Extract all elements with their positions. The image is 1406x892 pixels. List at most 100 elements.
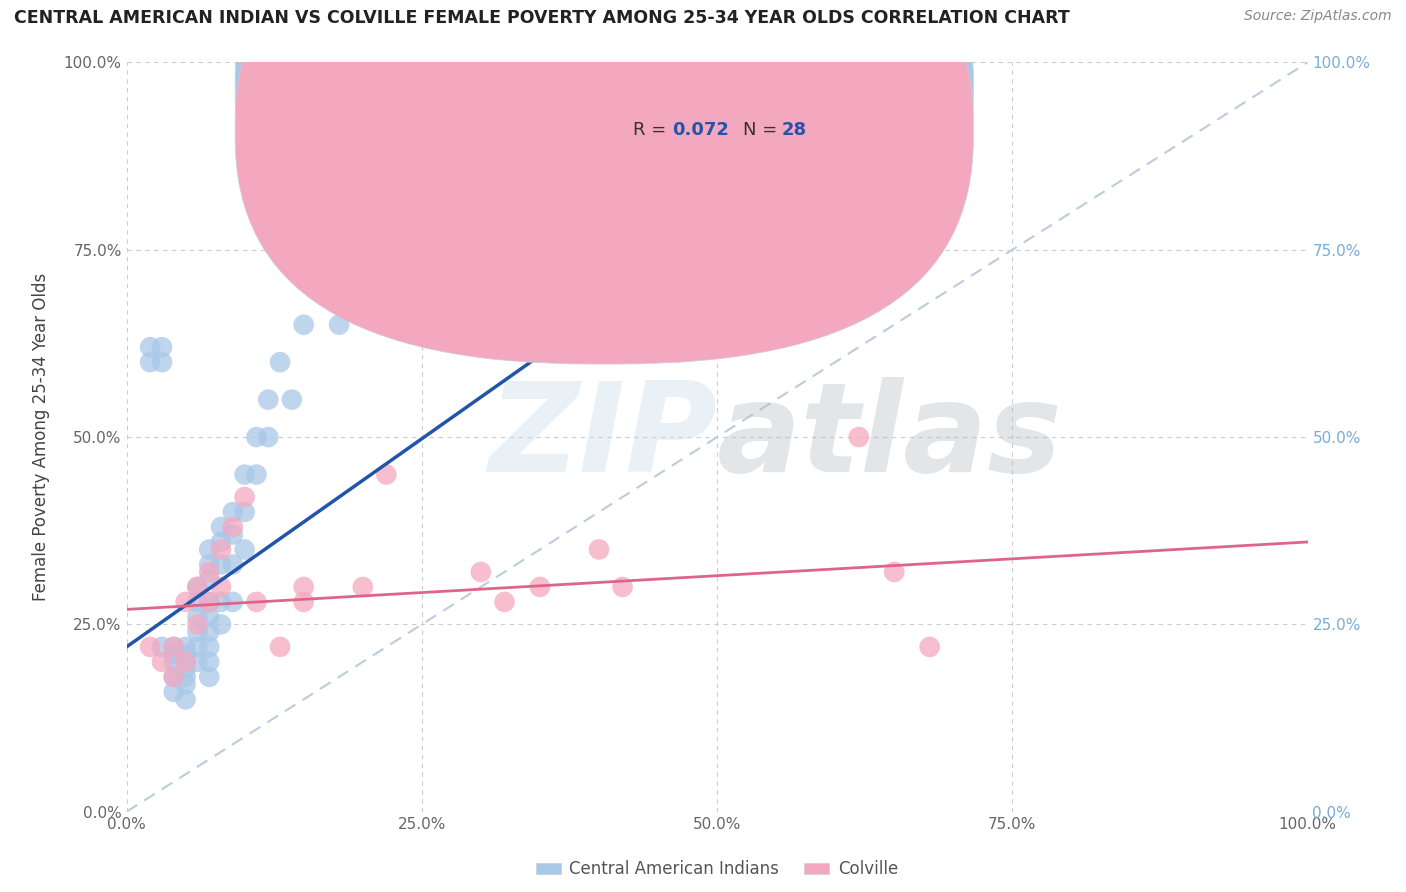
Point — [174, 692, 197, 706]
Point — [174, 655, 197, 669]
Point — [209, 520, 232, 534]
Point — [269, 355, 291, 369]
Point — [198, 595, 221, 609]
Point — [186, 595, 208, 609]
Point — [198, 655, 221, 669]
Point — [174, 662, 197, 676]
Text: CENTRAL AMERICAN INDIAN VS COLVILLE FEMALE POVERTY AMONG 25-34 YEAR OLDS CORRELA: CENTRAL AMERICAN INDIAN VS COLVILLE FEMA… — [14, 9, 1070, 27]
Point — [163, 670, 186, 684]
Point — [150, 355, 173, 369]
Point — [233, 542, 256, 557]
Point — [174, 648, 197, 662]
Point — [375, 295, 398, 310]
Point — [163, 655, 186, 669]
Text: 60: 60 — [782, 79, 807, 97]
FancyBboxPatch shape — [569, 51, 912, 156]
Point — [198, 542, 221, 557]
Point — [139, 640, 162, 654]
Point — [150, 655, 173, 669]
Text: Source: ZipAtlas.com: Source: ZipAtlas.com — [1244, 9, 1392, 23]
Point — [186, 624, 208, 639]
Point — [174, 670, 197, 684]
Point — [222, 595, 245, 609]
Point — [174, 595, 197, 609]
Point — [918, 640, 941, 654]
Point — [375, 467, 398, 482]
Point — [328, 318, 350, 332]
Point — [150, 640, 173, 654]
Y-axis label: Female Poverty Among 25-34 Year Olds: Female Poverty Among 25-34 Year Olds — [32, 273, 49, 601]
Point — [163, 648, 186, 662]
Point — [198, 670, 221, 684]
Point — [269, 640, 291, 654]
Point — [292, 580, 315, 594]
Text: R =: R = — [633, 121, 672, 139]
Point — [163, 670, 186, 684]
Point — [233, 467, 256, 482]
Point — [222, 505, 245, 519]
Point — [494, 265, 516, 279]
Point — [292, 595, 315, 609]
Text: ZIP: ZIP — [488, 376, 717, 498]
Point — [245, 430, 267, 444]
Point — [209, 558, 232, 572]
Point — [352, 580, 374, 594]
Point — [209, 580, 232, 594]
Point — [198, 610, 221, 624]
Point — [257, 430, 280, 444]
Point — [245, 467, 267, 482]
Point — [186, 655, 208, 669]
Point — [198, 624, 221, 639]
Point — [245, 595, 267, 609]
Text: N =: N = — [742, 79, 783, 97]
Legend: Central American Indians, Colville: Central American Indians, Colville — [536, 860, 898, 879]
Point — [848, 430, 870, 444]
Point — [470, 265, 492, 279]
Point — [529, 243, 551, 257]
Point — [494, 595, 516, 609]
Point — [209, 535, 232, 549]
Point — [198, 595, 221, 609]
Point — [233, 490, 256, 504]
Point — [174, 640, 197, 654]
Point — [186, 617, 208, 632]
Point — [257, 392, 280, 407]
Point — [186, 580, 208, 594]
Text: N =: N = — [742, 121, 783, 139]
Point — [163, 640, 186, 654]
Text: R =: R = — [633, 79, 672, 97]
Point — [139, 355, 162, 369]
Text: 28: 28 — [782, 121, 807, 139]
Text: 0.614: 0.614 — [672, 79, 730, 97]
Point — [163, 685, 186, 699]
Point — [883, 565, 905, 579]
Point — [209, 542, 232, 557]
Point — [139, 340, 162, 354]
Text: atlas: atlas — [717, 376, 1063, 498]
Point — [198, 573, 221, 587]
Point — [186, 640, 208, 654]
Point — [163, 640, 186, 654]
Point — [470, 565, 492, 579]
FancyBboxPatch shape — [235, 0, 973, 364]
Text: 0.072: 0.072 — [672, 121, 730, 139]
Point — [174, 677, 197, 691]
Point — [352, 280, 374, 294]
Point — [209, 595, 232, 609]
FancyBboxPatch shape — [235, 0, 973, 323]
Point — [588, 542, 610, 557]
Point — [186, 580, 208, 594]
Point — [434, 280, 457, 294]
Point — [529, 580, 551, 594]
Point — [150, 340, 173, 354]
Point — [198, 558, 221, 572]
Point — [233, 505, 256, 519]
Point — [222, 527, 245, 541]
Point — [198, 565, 221, 579]
Point — [292, 318, 315, 332]
Point — [222, 558, 245, 572]
Point — [186, 610, 208, 624]
Point — [222, 520, 245, 534]
Point — [209, 617, 232, 632]
Point — [564, 205, 586, 219]
